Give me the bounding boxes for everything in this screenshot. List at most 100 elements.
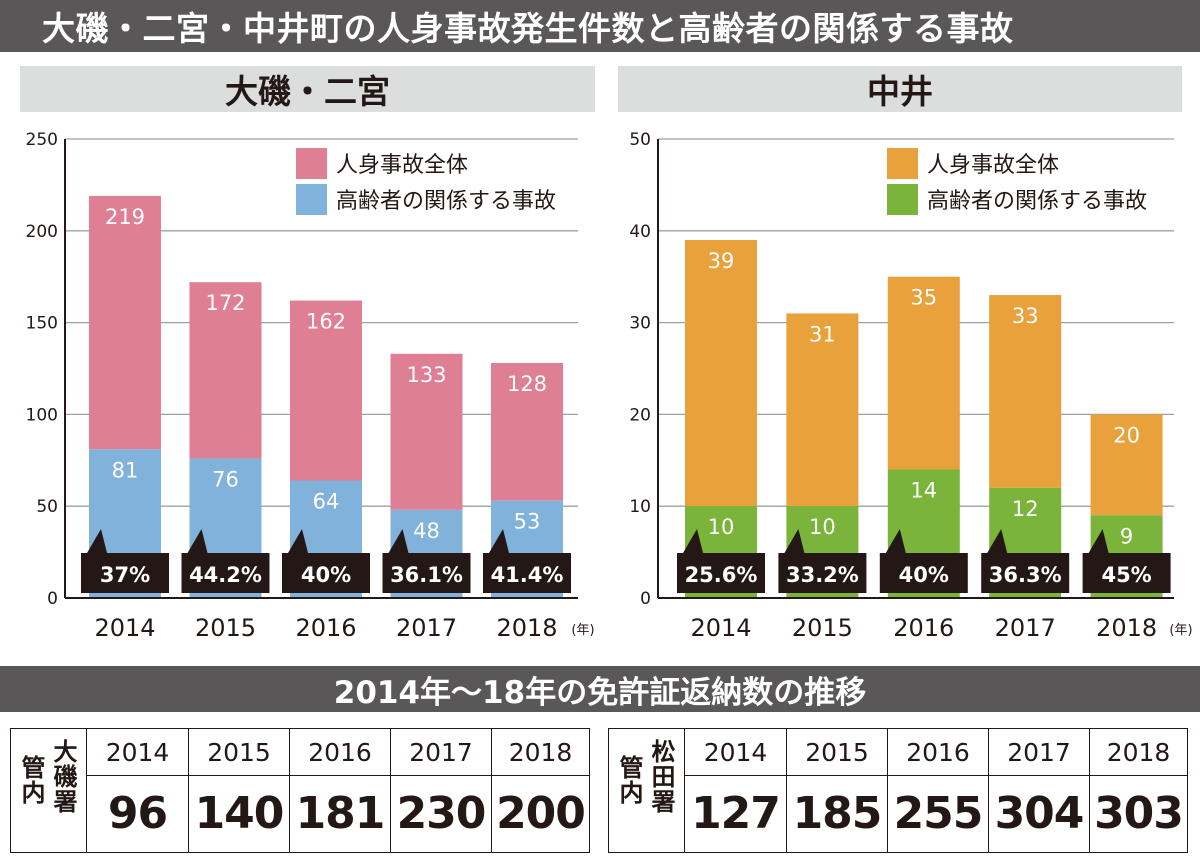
table-value: 230 [396, 788, 487, 839]
office-area-label: 管内 [17, 755, 45, 805]
table-year: 2017 [391, 729, 491, 776]
nakai-y-tick-label: 0 [640, 589, 651, 609]
nakai-elderly-data-label: 9 [1120, 524, 1133, 548]
ooiso-ratio-callout [81, 553, 169, 593]
table-value: 255 [893, 788, 984, 839]
ooiso-ratio-callout-tail [187, 529, 208, 553]
ooiso-legend-label: 高齢者の関係する事故 [336, 189, 556, 214]
table-year: 2014 [87, 729, 188, 776]
nakai-total-data-label: 35 [910, 286, 937, 310]
ooiso-x-tick-label: 2017 [396, 614, 457, 642]
nakai-ratio-callout [879, 553, 968, 593]
ooiso-elderly-data-label: 81 [112, 458, 139, 482]
ooiso-ratio-label: 37% [100, 563, 150, 587]
main-title-text: 大磯・二宮・中井町の人身事故発生件数と高齢者の関係する事故 [42, 9, 1014, 48]
nakai-ratio-label: 45% [1101, 563, 1151, 587]
ooiso-ratio-callout-tail [288, 529, 308, 553]
table-column: 2018 303 [1089, 729, 1187, 852]
nakai-bar-total [989, 295, 1062, 488]
nakai-ratio-callout-tail [784, 529, 805, 553]
nakai-y-tick-label: 20 [629, 405, 651, 425]
table-column: 2014 127 [685, 729, 786, 852]
table-column: 2017 304 [988, 729, 1089, 852]
office-station-label: 松田署 [647, 739, 675, 814]
nakai-legend-label: 高齢者の関係する事故 [927, 189, 1147, 214]
nakai-y-tick-label: 10 [629, 497, 651, 517]
nakai-x-tick-label: 2015 [792, 614, 853, 642]
nakai-bar-total [685, 239, 757, 507]
ooiso-legend-swatch [296, 184, 327, 215]
table-year: 2018 [1090, 729, 1187, 776]
nakai-elderly-data-label: 12 [1012, 497, 1039, 521]
table-column: 2015 185 [786, 729, 887, 852]
nakai-ratio-label: 33.2% [786, 563, 859, 587]
ooiso-ratio-callout [282, 553, 370, 593]
ooiso-year-unit: (年) [571, 623, 594, 638]
ooiso-total-data-label: 219 [105, 205, 145, 229]
table-year: 2016 [290, 729, 390, 776]
returns-title-text: 2014年～18年の免許証返納数の推移 [333, 674, 867, 711]
table-value: 140 [194, 788, 285, 839]
ooiso-panel-title: 大磯・二宮 [225, 72, 390, 111]
ooiso-y-tick-label: 150 [26, 314, 58, 334]
nakai-bar-total [786, 313, 859, 507]
ooiso-ratio-callout-tail [87, 529, 107, 553]
ooiso-bar-total [390, 353, 463, 510]
table-value: 185 [792, 788, 883, 839]
nakai-elderly-data-label: 10 [809, 515, 836, 539]
nakai-ratio-label: 25.6% [685, 563, 758, 587]
ooiso-total-data-label: 172 [205, 291, 245, 315]
table-year: 2014 [685, 729, 786, 776]
table-column: 2014 96 [87, 729, 188, 852]
nakai-x-tick-label: 2016 [893, 614, 954, 642]
office-cell: 管内 松田署 [609, 729, 685, 852]
nakai-total-data-label: 20 [1113, 423, 1140, 447]
ooiso-ratio-label: 41.4% [491, 563, 564, 587]
ooiso-x-tick-label: 2014 [94, 614, 155, 642]
ooiso-bar-total [89, 195, 161, 450]
table-year: 2015 [787, 729, 887, 776]
nakai-total-data-label: 33 [1012, 304, 1039, 328]
ooiso-ratio-callout-tail [388, 529, 409, 553]
table-year: 2018 [492, 729, 589, 776]
ooiso-bar-total [290, 300, 362, 481]
nakai-ratio-callout-tail [683, 529, 703, 553]
table-column: 2018 200 [491, 729, 589, 852]
nakai-total-data-label: 31 [809, 322, 836, 346]
table-column: 2016 255 [887, 729, 988, 852]
nakai-ratio-callout [778, 553, 867, 593]
nakai-bar-total [1090, 414, 1163, 516]
nakai-ratio-callout [677, 553, 765, 593]
ooiso-y-tick-label: 50 [36, 497, 58, 517]
nakai-total-data-label: 39 [708, 249, 735, 273]
ooiso-y-tick-label: 250 [26, 130, 58, 150]
ooiso-total-data-label: 162 [306, 310, 346, 334]
table-value: 200 [496, 788, 586, 839]
nakai-legend-label: 人身事故全体 [927, 153, 1059, 178]
ooiso-y-tick-label: 100 [26, 405, 58, 425]
ooiso-ratio-callout [181, 553, 270, 593]
nakai-y-tick-label: 30 [629, 314, 651, 334]
ooiso-bar-total [491, 362, 563, 501]
office-station-label: 大磯署 [49, 739, 77, 814]
ooiso-y-tick-label: 0 [47, 589, 58, 609]
table-year: 2015 [189, 729, 289, 776]
table-column: 2015 140 [188, 729, 289, 852]
ooiso-ratio-callout [483, 553, 571, 593]
nakai-elderly-data-label: 10 [708, 515, 735, 539]
table-value: 304 [994, 788, 1085, 839]
returns-table-ooiso: 管内 大磯署 2014 96 2015 140 2016 181 2017 23… [10, 728, 590, 853]
ooiso-elderly-data-label: 64 [313, 489, 340, 513]
nakai-ratio-label: 40% [899, 563, 949, 587]
ooiso-bar-total [189, 282, 262, 459]
nakai-bar-total [887, 276, 960, 470]
nakai-x-tick-label: 2018 [1096, 614, 1157, 642]
ooiso-x-tick-label: 2018 [496, 614, 557, 642]
table-value: 181 [295, 788, 386, 839]
nakai-ratio-callout-tail [987, 529, 1008, 553]
nakai-elderly-data-label: 14 [910, 478, 937, 502]
ooiso-ratio-callout-tail [489, 529, 509, 553]
nakai-y-tick-label: 50 [629, 130, 651, 150]
ooiso-legend-label: 人身事故全体 [336, 153, 468, 178]
